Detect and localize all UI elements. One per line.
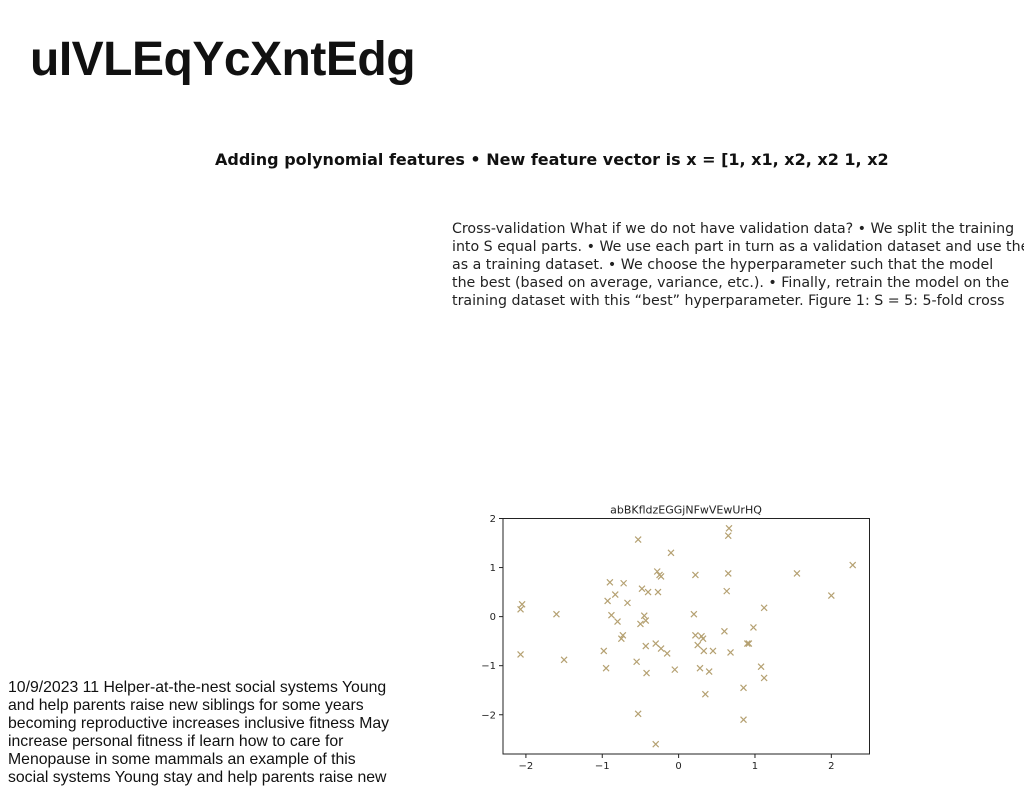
scatter-point <box>849 561 857 569</box>
scatter-point <box>638 585 646 593</box>
cv-line: Cross-validation What if we do not have … <box>452 221 1015 237</box>
scatter-point <box>671 666 679 674</box>
scatter-point <box>642 642 650 650</box>
scatter-point <box>600 647 608 655</box>
notes-line: 10/9/2023 11 Helper-at-the-nest social s… <box>8 679 387 696</box>
x-tick-label: −2 <box>519 761 534 772</box>
scatter-point <box>654 588 662 596</box>
scatter-point <box>640 612 648 620</box>
notes-line: Menopause in some mammals an example of … <box>8 751 356 768</box>
scatter-point <box>617 635 625 643</box>
scatter-point <box>691 571 699 579</box>
y-tick-label: 1 <box>490 563 496 574</box>
scatter-point <box>701 690 709 698</box>
y-tick-label: 0 <box>490 612 496 623</box>
notes-line: social systems Young stay and help paren… <box>8 769 387 786</box>
scatter-point <box>614 618 621 625</box>
scatter-point <box>652 740 660 748</box>
scatter-point <box>517 605 524 613</box>
scatter-point <box>642 617 650 624</box>
scatter-point <box>643 669 650 677</box>
x-tick-label: −1 <box>595 761 610 772</box>
y-tick-label: 2 <box>490 514 496 525</box>
scatter-point <box>740 684 747 692</box>
scatter-point <box>653 568 661 575</box>
x-tick-label: 0 <box>675 761 681 772</box>
cv-line: training dataset with this “best” hyperp… <box>452 293 1005 309</box>
scatter-figure: abBKfldzEGGjNFwVEwUrHQ −2 −1 0 1 2 −2 −1 0 1 2 <box>480 500 880 775</box>
scatter-point <box>620 579 628 587</box>
scatter-point <box>700 647 708 655</box>
scatter-point <box>667 549 675 557</box>
scatter-point <box>652 640 660 648</box>
scatter-point <box>657 645 665 652</box>
scatter-point <box>723 587 731 595</box>
scatter-point <box>760 604 768 612</box>
scatter-point <box>705 668 713 675</box>
x-tick-label: 2 <box>828 761 834 772</box>
cv-line: as a training dataset. • We choose the h… <box>452 257 994 273</box>
scatter-point <box>634 710 642 718</box>
scatter-point <box>602 664 610 672</box>
scatter-point <box>696 664 704 672</box>
scatter-point <box>553 610 560 618</box>
scatter-point <box>757 663 765 671</box>
plot-frame <box>502 518 870 755</box>
cv-line: the best (based on average, variance, et… <box>452 275 1010 291</box>
scatter-point <box>724 532 732 540</box>
scatter-point <box>663 649 671 657</box>
x-tick-label: 1 <box>752 761 758 772</box>
scatter-point <box>560 656 568 664</box>
scatter-point <box>619 631 627 639</box>
scatter-point <box>793 570 801 577</box>
scatter-point <box>644 588 652 596</box>
notes-line: and help parents raise new siblings for … <box>8 697 364 714</box>
scatter-plot: abBKfldzEGGjNFwVEwUrHQ −2 −1 0 1 2 −2 −1 0 1 2 <box>481 504 870 772</box>
scatter-point <box>743 640 751 648</box>
scatter-point <box>607 611 615 619</box>
page-title: uIVLEqYcXntEdg <box>30 33 416 86</box>
scatter-point <box>633 658 641 666</box>
scatter-point <box>740 716 747 724</box>
notes-line: becoming reproductive increases inclusiv… <box>8 715 390 732</box>
cv-line: into S equal parts. • We use each part i… <box>452 239 1024 255</box>
scatter-point <box>745 640 753 648</box>
notes-line: increase personal fitness if learn how t… <box>8 733 344 750</box>
scatter-point <box>760 674 768 682</box>
scatter-point <box>724 570 732 577</box>
scatter-point <box>611 591 619 598</box>
y-tick-label: −1 <box>481 661 496 672</box>
scatter-point <box>727 649 734 656</box>
cross-validation-paragraph: Cross-validation What if we do not have … <box>452 220 1024 310</box>
scatter-point <box>750 623 757 631</box>
slide-subtitle: Adding polynomial features • New feature… <box>215 150 889 169</box>
y-tick-label: −2 <box>481 710 496 721</box>
notes-text: 10/9/2023 11 Helper-at-the-nest social s… <box>8 679 408 787</box>
scatter-point <box>691 631 699 639</box>
scatter-point <box>657 572 665 580</box>
scatter-point <box>690 610 698 618</box>
scatter-point <box>518 600 526 608</box>
scatter-point <box>517 650 524 658</box>
scatter-point <box>694 641 702 649</box>
scatter-point <box>827 592 835 599</box>
scatter-point <box>637 620 644 628</box>
scatter-point <box>604 597 612 605</box>
scatter-point <box>725 524 733 532</box>
scatter-point <box>721 627 728 635</box>
chart-title: abBKfldzEGGjNFwVEwUrHQ <box>610 504 762 517</box>
scatter-point <box>634 536 642 544</box>
scatter-point <box>709 647 717 655</box>
scatter-point <box>624 599 631 607</box>
scatter-point <box>699 635 707 643</box>
scatter-point <box>606 578 614 586</box>
